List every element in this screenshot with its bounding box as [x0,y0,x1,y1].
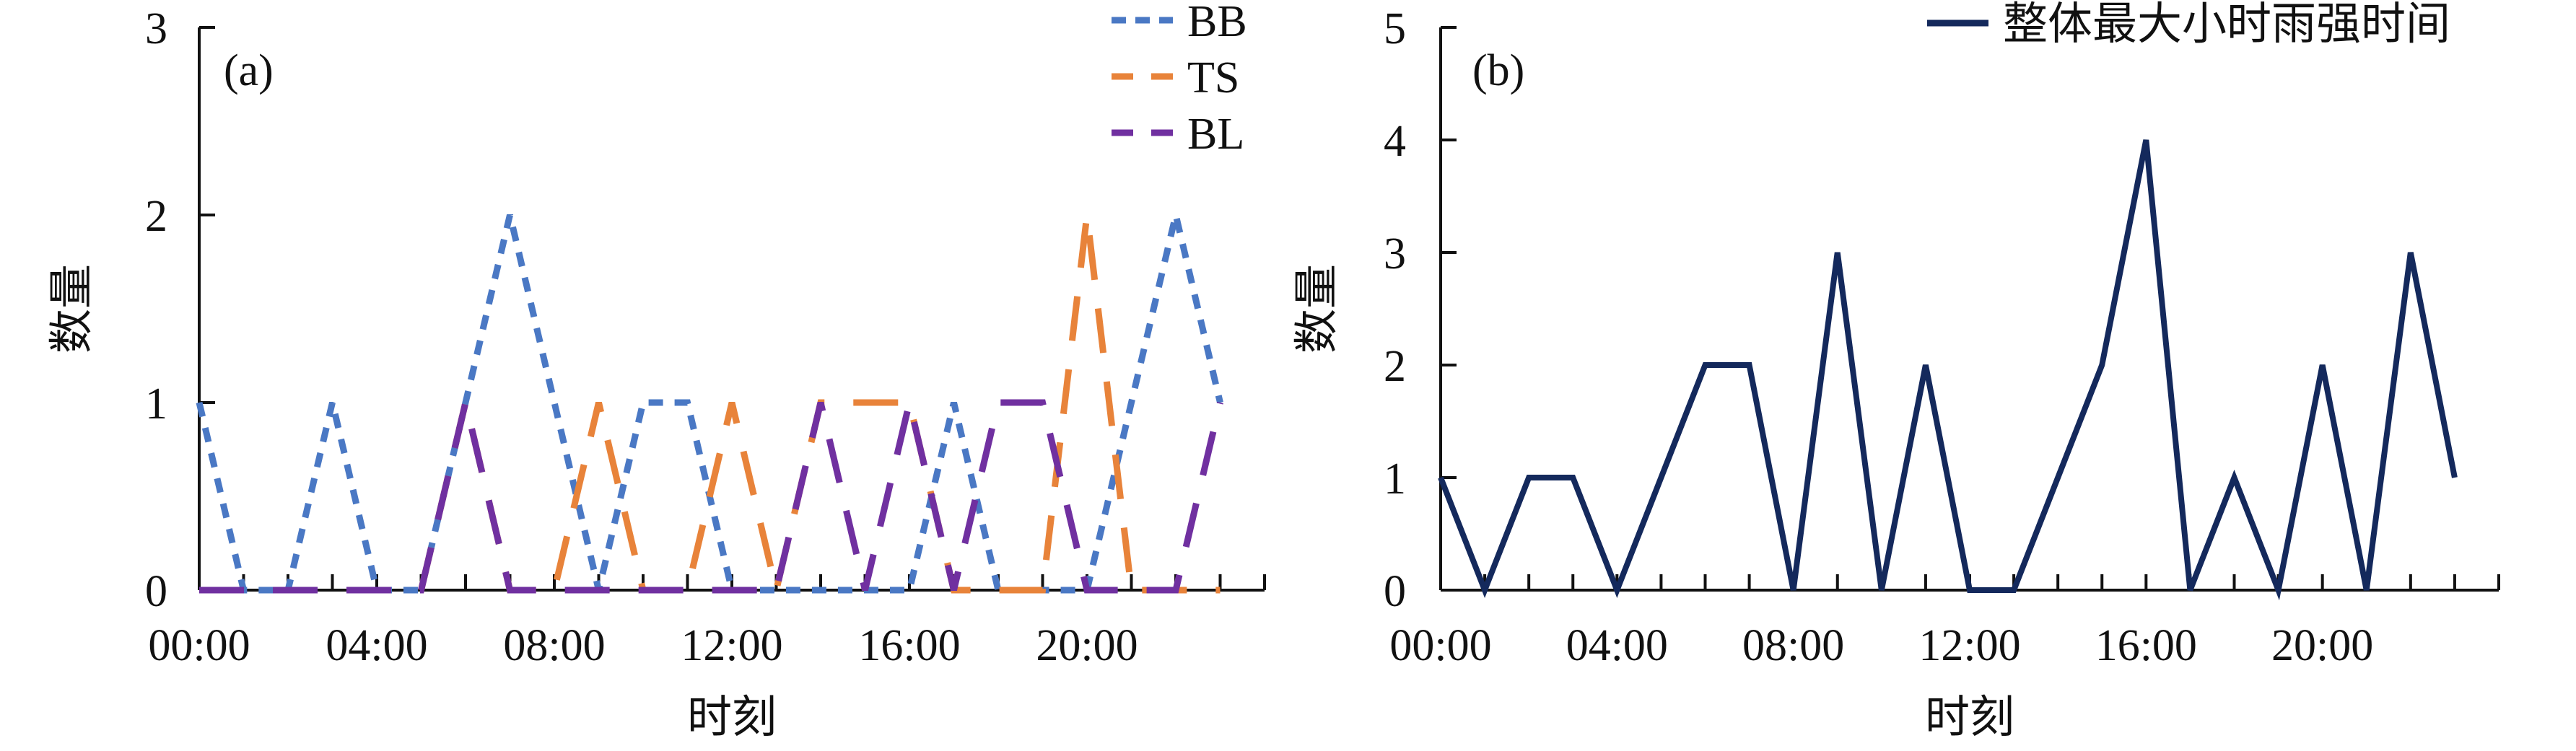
legend-label-TS: TS [1187,53,1239,102]
legend-label-BB: BB [1187,0,1247,46]
y-tick-label: 5 [1384,4,1406,53]
x-axis-title: 时刻 [1925,693,2014,742]
panel-a-chart: 0 1 2 3 00:00 04:00 08:00 12:00 16:00 20:00 时刻 数量 (a… [48,0,1266,742]
x-tick-label: 20:00 [2271,621,2373,670]
y-tick-label: 0 [145,567,167,616]
x-axis-title: 时刻 [687,693,777,742]
x-tick-label: 04:00 [1566,621,1668,670]
panel-b-chart: 0 1 2 3 4 5 00:00 04:00 08:00 12:00 16:00 20:00 时刻 数量… [1293,0,2500,742]
y-tick-label: 2 [145,192,167,241]
x-tick-label: 08:00 [1742,621,1844,670]
y-tick-label: 1 [145,379,167,429]
x-tick-label: 04:00 [326,621,427,670]
y-axis-title: 数量 [1293,264,1342,353]
y-tick-label: 1 [1384,454,1406,504]
x-tick-label: 12:00 [681,621,782,670]
panel-label: (a) [224,46,274,95]
x-tick-label: 20:00 [1036,621,1138,670]
y-tick-label: 2 [1384,342,1406,391]
legend-label-整体最大小时雨强时间: 整体最大小时雨强时间 [2003,0,2450,49]
x-tick-label: 00:00 [148,621,250,670]
y-tick-label: 4 [1384,117,1406,166]
legend-label-BL: BL [1187,110,1244,159]
y-axis-title: 数量 [48,264,97,353]
series-line-TS [199,214,1221,594]
x-tick-label: 12:00 [1918,621,2020,670]
y-tick-label: 3 [145,4,167,53]
panel-label: (b) [1472,46,1524,95]
y-tick-label: 0 [1384,567,1406,616]
series-line-整体最大小时雨强时间 [1438,139,2458,601]
x-tick-label: 16:00 [858,621,960,670]
x-tick-label: 16:00 [2095,621,2197,670]
x-tick-label: 08:00 [503,621,605,670]
y-tick-label: 3 [1384,229,1406,278]
series-line-BL [199,399,1223,594]
x-tick-label: 00:00 [1389,621,1491,670]
